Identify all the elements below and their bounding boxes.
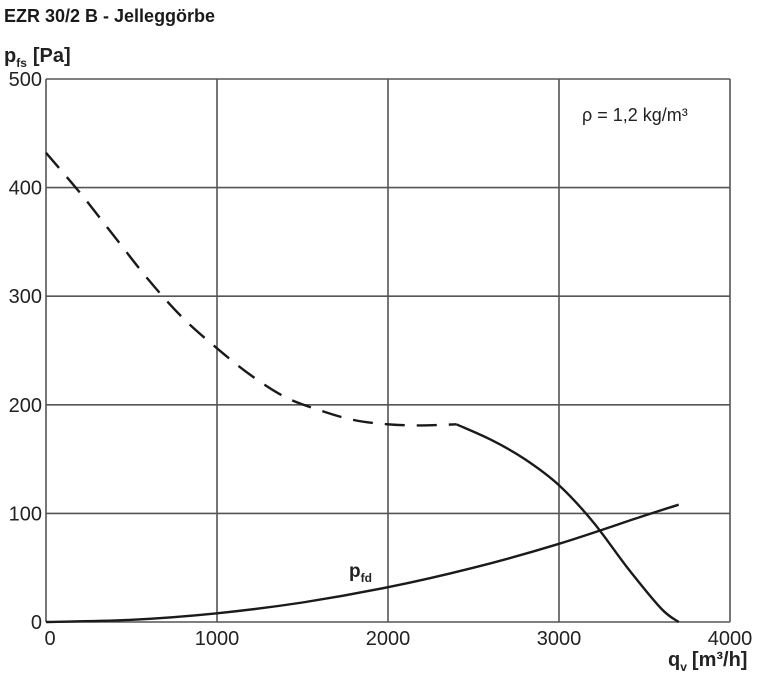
y-tick-label: 200 xyxy=(9,395,42,417)
x-axis-label: qv [m³/h] xyxy=(668,649,747,674)
y-axis-label-sub: fs xyxy=(16,56,27,70)
y-tick-label: 500 xyxy=(9,69,42,91)
x-axis-label-unit: [m³/h] xyxy=(692,649,748,671)
y-tick-label: 100 xyxy=(9,503,42,525)
pfs-curve-solid xyxy=(455,423,680,623)
y-tick-label: 0 xyxy=(31,612,42,634)
pfd-label-sub: fd xyxy=(361,571,372,585)
x-tick-label: 0 xyxy=(44,628,55,650)
y-tick-label: 300 xyxy=(9,286,42,308)
series-group xyxy=(45,152,680,624)
pfd-curve-label: pfd xyxy=(349,561,372,585)
tick-labels: 0 100 200 300 400 500 0 1000 2000 3000 4000 xyxy=(9,69,753,650)
y-axis-label: pfs [Pa] xyxy=(4,45,71,70)
x-tick-label: 1000 xyxy=(195,628,240,650)
chart-title: EZR 30/2 B - Jelleggörbe xyxy=(4,6,216,26)
x-tick-label: 3000 xyxy=(537,628,582,650)
grid xyxy=(45,78,731,623)
x-tick-label: 2000 xyxy=(366,628,411,650)
x-axis-label-sub: v xyxy=(680,660,687,674)
y-tick-label: 400 xyxy=(9,178,42,200)
y-axis-label-unit: [Pa] xyxy=(33,45,71,67)
density-annotation: ρ = 1,2 kg/m³ xyxy=(582,105,688,125)
pfs-curve-dashed xyxy=(45,152,457,427)
y-axis-label-main: p xyxy=(4,45,16,67)
pfd-curve xyxy=(45,503,680,624)
pfd-label-main: p xyxy=(349,561,361,582)
x-axis-label-main: q xyxy=(668,649,680,671)
x-tick-label: 4000 xyxy=(708,628,753,650)
